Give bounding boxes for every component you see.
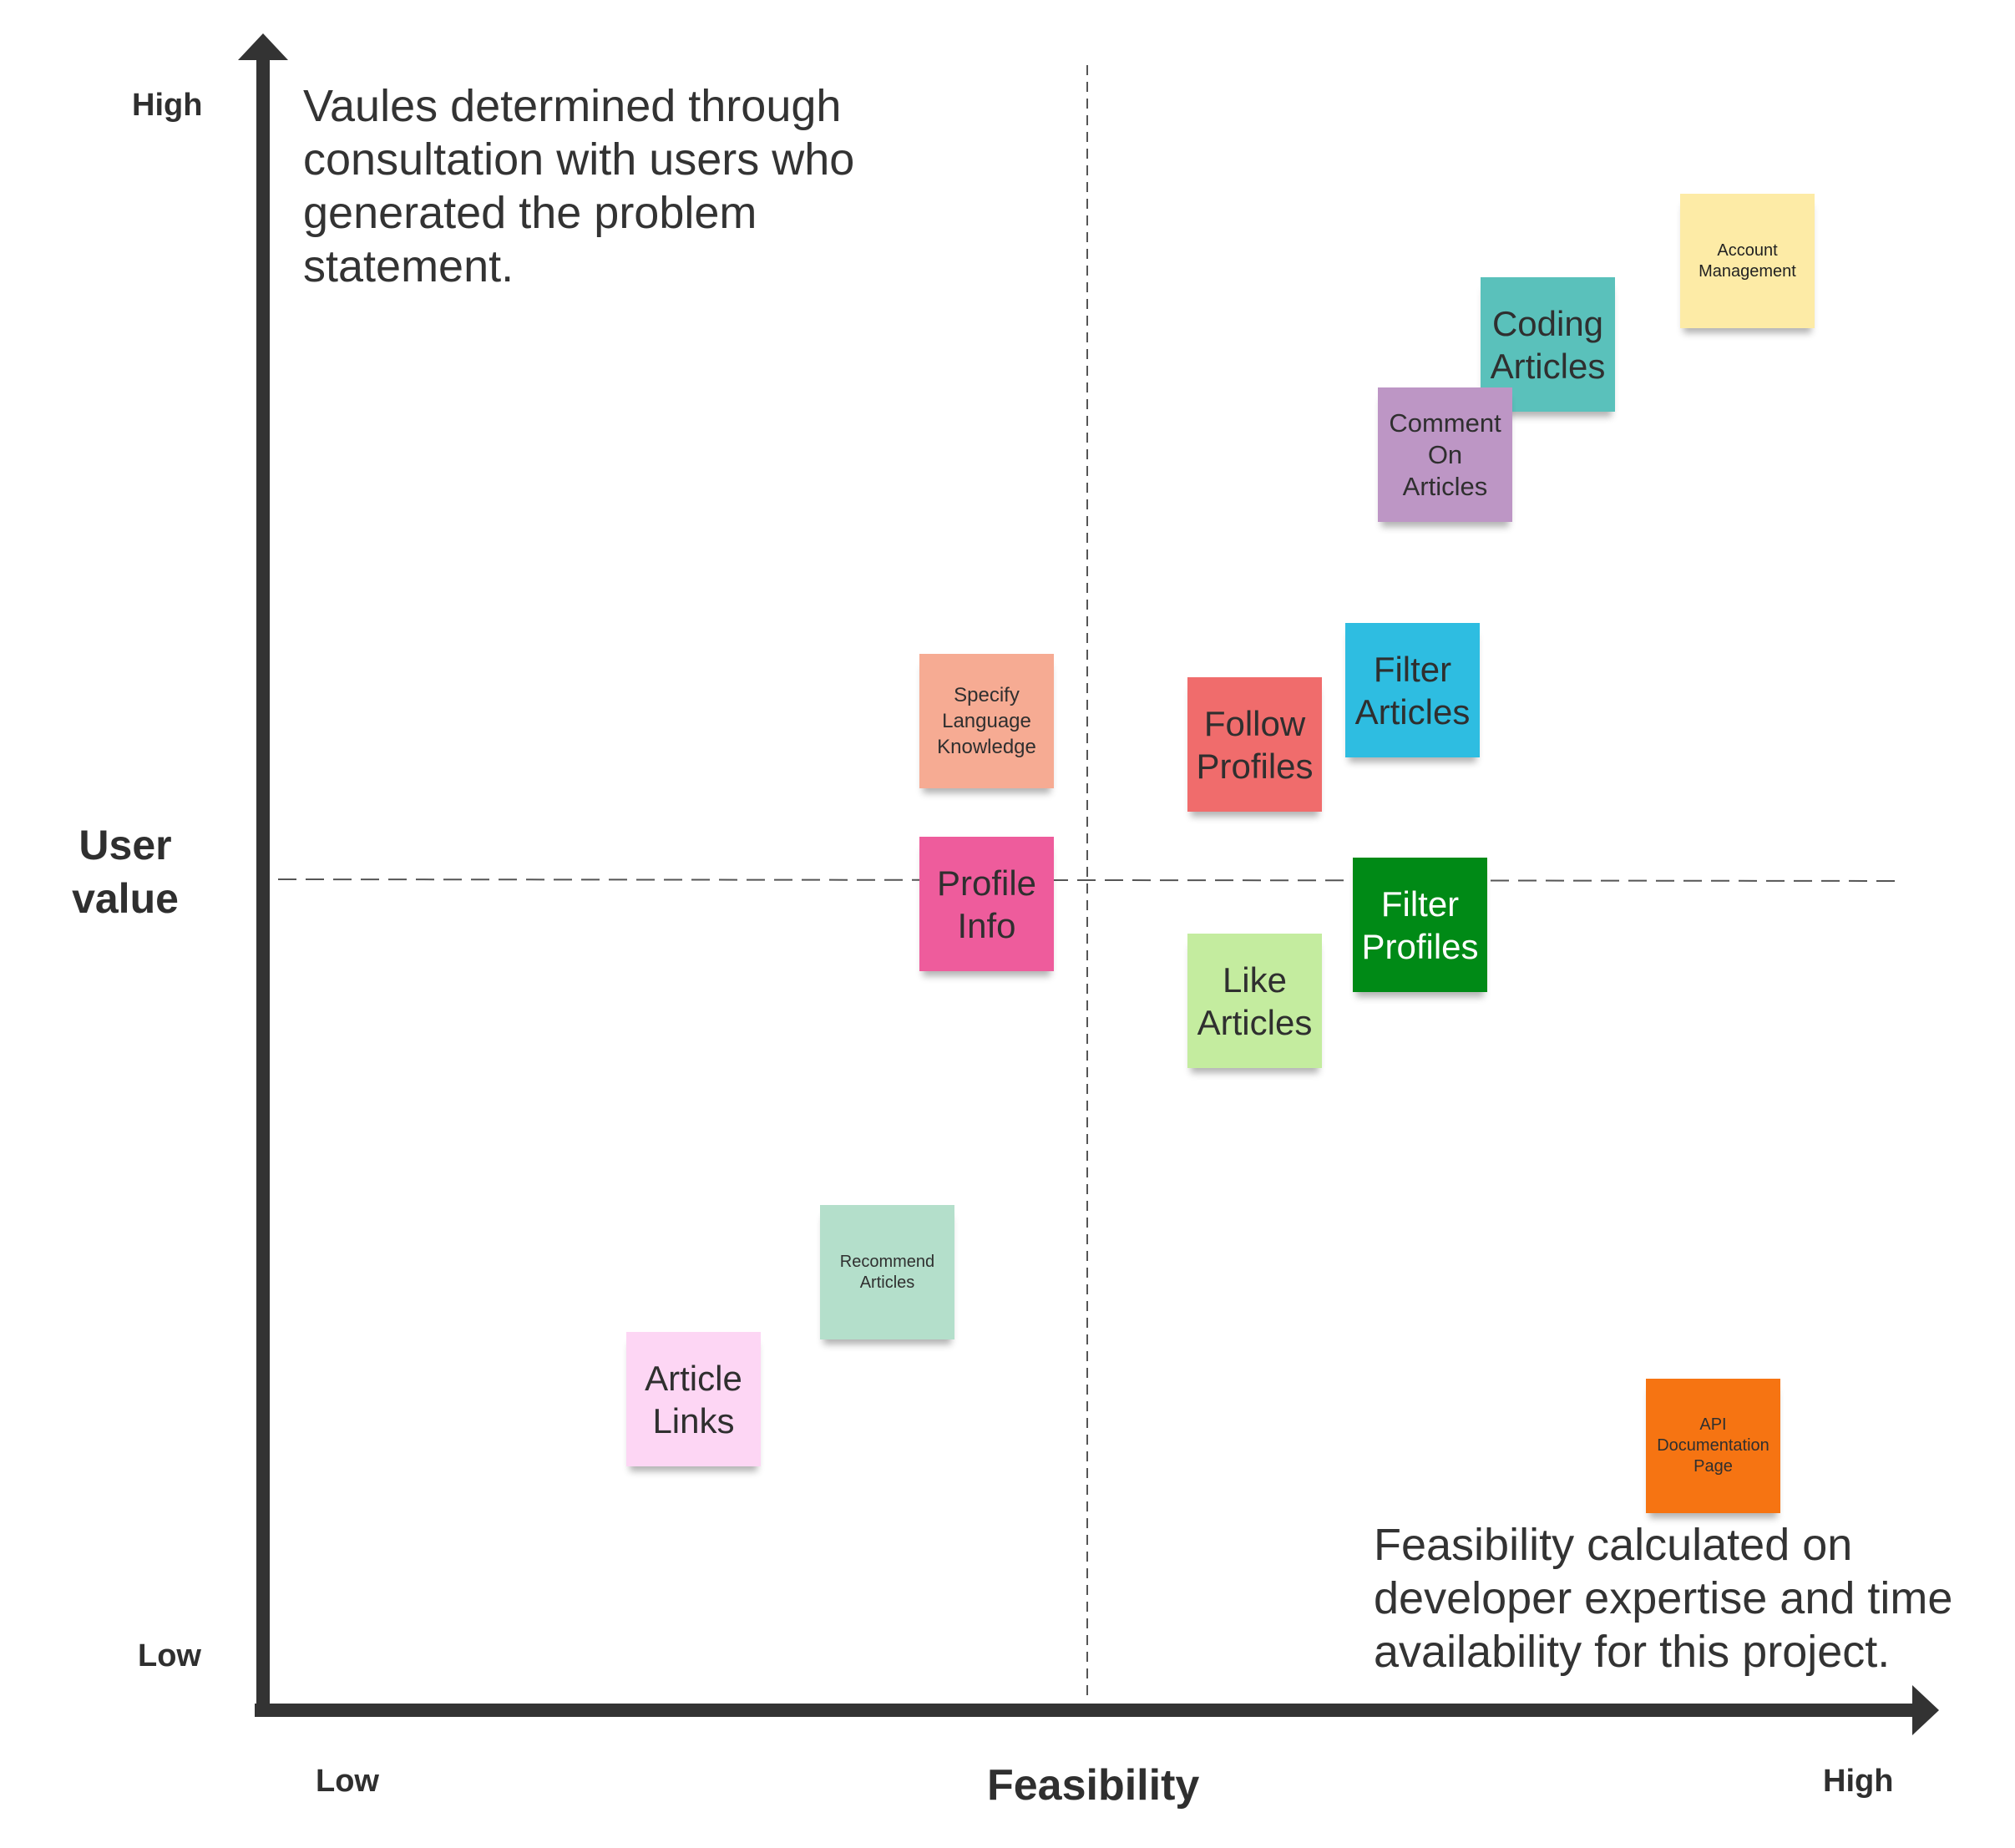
sticky-profile-info[interactable]: Profile Info bbox=[919, 837, 1054, 971]
user-value-note: Vaules determined through consultation w… bbox=[303, 81, 855, 291]
y-axis-low-label: Low bbox=[138, 1638, 201, 1673]
sticky-follow-profiles[interactable]: Follow Profiles bbox=[1187, 677, 1322, 812]
sticky-comment-on-articles[interactable]: Comment On Articles bbox=[1378, 387, 1512, 522]
sticky-account-management[interactable]: Account Management bbox=[1680, 194, 1815, 328]
feasibility-note: Feasibility calculated on developer expe… bbox=[1374, 1520, 1953, 1677]
sticky-article-links[interactable]: Article Links bbox=[626, 1332, 761, 1466]
sticky-label: API Documentation Page bbox=[1657, 1415, 1769, 1476]
sticky-label: Like Articles bbox=[1197, 959, 1313, 1042]
sticky-filter-articles[interactable]: Filter Articles bbox=[1345, 623, 1480, 757]
y-axis-arrowhead bbox=[238, 33, 288, 60]
sticky-label: Profile Info bbox=[936, 863, 1037, 945]
y-axis-title: User value bbox=[54, 818, 196, 925]
sticky-filter-profiles[interactable]: Filter Profiles bbox=[1353, 858, 1487, 992]
x-axis-low-label: Low bbox=[316, 1764, 379, 1799]
sticky-label: Recommend Articles bbox=[839, 1252, 935, 1292]
sticky-label: Coding Articles bbox=[1490, 303, 1606, 386]
sticky-label: Filter Profiles bbox=[1361, 883, 1479, 966]
sticky-label: Article Links bbox=[645, 1358, 742, 1440]
y-axis-high-label: High bbox=[132, 88, 203, 123]
sticky-recommend-articles[interactable]: Recommend Articles bbox=[820, 1205, 954, 1339]
x-axis-title: Feasibility bbox=[987, 1761, 1200, 1810]
sticky-specify-language-knowledge[interactable]: Specify Language Knowledge bbox=[919, 654, 1054, 788]
sticky-label: Follow Profiles bbox=[1196, 703, 1314, 786]
sticky-label: Filter Articles bbox=[1354, 649, 1471, 732]
y-axis-title-line-1: User bbox=[78, 822, 172, 868]
x-axis-high-label: High bbox=[1823, 1764, 1894, 1799]
sticky-label: Specify Language Knowledge bbox=[937, 684, 1036, 758]
sticky-like-articles[interactable]: Like Articles bbox=[1187, 934, 1322, 1068]
sticky-label: Account Management bbox=[1699, 240, 1796, 281]
x-axis-arrowhead bbox=[1912, 1685, 1939, 1735]
sticky-label: Comment On Articles bbox=[1389, 408, 1501, 501]
y-axis-title-line-2: value bbox=[72, 875, 179, 922]
horizontal-divider bbox=[277, 878, 1905, 882]
sticky-api-documentation-page[interactable]: API Documentation Page bbox=[1646, 1379, 1780, 1513]
